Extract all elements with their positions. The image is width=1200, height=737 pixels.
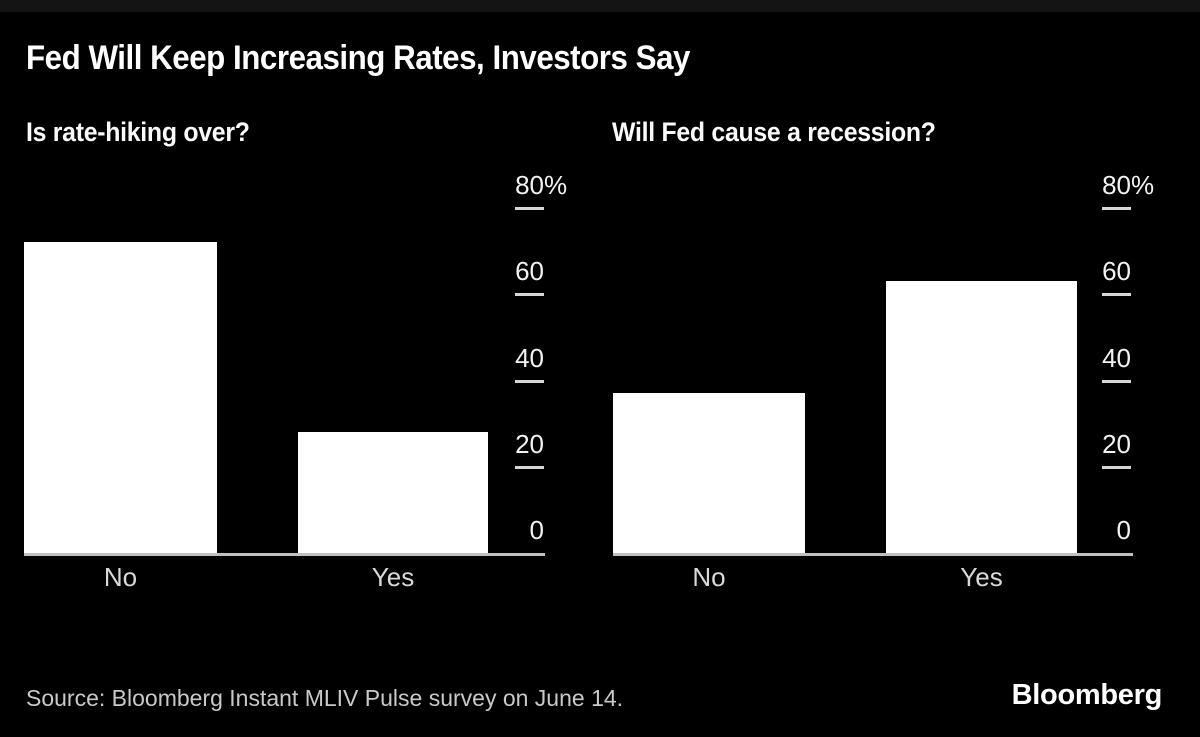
chart-title-left: Is rate-hiking over? (26, 117, 250, 147)
bloomberg-logo: Bloomberg (1011, 679, 1163, 711)
y-tick-dash (515, 466, 544, 469)
y-tick-label: 0 (529, 515, 544, 545)
x-axis-label-no: No (692, 562, 726, 592)
y-tick-dash (515, 207, 544, 210)
chart-title-right: Will Fed cause a recession? (612, 117, 936, 147)
x-axis-line (24, 553, 545, 556)
x-axis-label-no: No (103, 562, 138, 592)
x-axis-label-yes: Yes (371, 562, 415, 592)
y-tick-label: 60 (515, 256, 544, 286)
percent-sign: % (544, 170, 568, 200)
y-tick-dash (515, 380, 544, 383)
y-tick-label: 0 (1116, 515, 1131, 545)
y-tick-dash (1102, 293, 1131, 296)
y-tick-dash (1102, 207, 1131, 210)
y-tick-label: 80% (1102, 170, 1155, 200)
y-tick-label: 20 (1102, 429, 1131, 459)
page-title: Fed Will Keep Increasing Rates, Investor… (26, 39, 690, 77)
top-edge-strip (0, 0, 1200, 12)
x-axis-line (613, 553, 1133, 556)
bar-no (613, 393, 805, 553)
bar-yes (298, 432, 488, 553)
percent-sign: % (1131, 170, 1155, 200)
source-caption: Source: Bloomberg Instant MLIV Pulse sur… (26, 685, 624, 711)
y-tick-dash (1102, 466, 1131, 469)
y-tick-dash (1102, 380, 1131, 383)
y-tick-dash (515, 293, 544, 296)
bar-yes (886, 281, 1077, 553)
y-tick-label: 40 (515, 343, 544, 373)
y-tick-label: 40 (1102, 343, 1131, 373)
y-tick-label: 60 (1102, 256, 1131, 286)
x-axis-label-yes: Yes (960, 562, 1003, 592)
y-tick-label: 80% (515, 170, 568, 200)
bar-no (24, 242, 217, 553)
y-tick-label: 20 (515, 429, 544, 459)
